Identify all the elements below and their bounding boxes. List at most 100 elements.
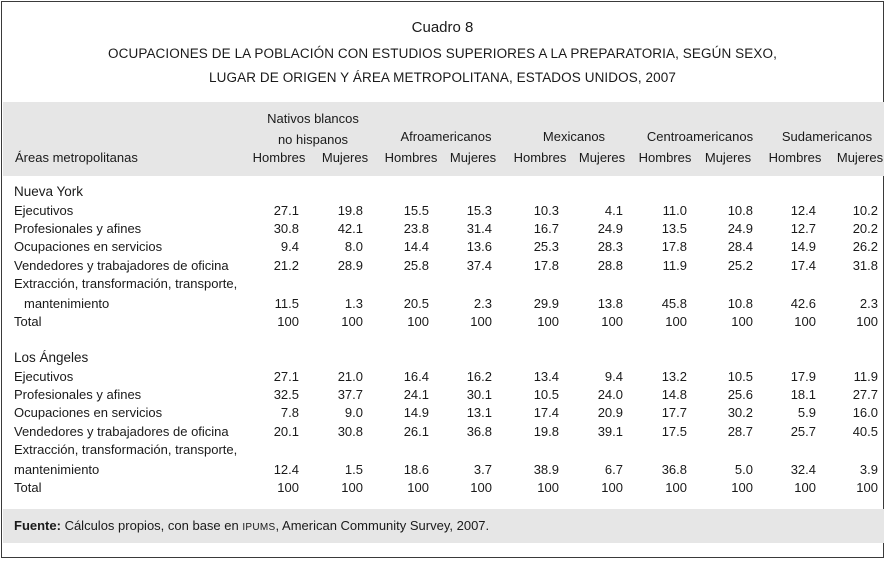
group-header-sudamericanos: Sudamericanos bbox=[781, 129, 873, 144]
table-cell: 10.8 bbox=[727, 296, 753, 311]
col-header: Hombres bbox=[513, 150, 567, 165]
row-label: Ejecutivos bbox=[14, 203, 74, 218]
table-row: Profesionales y afines 30.8 42.1 23.8 31.4 16… bbox=[2, 221, 883, 239]
table-cell: 16.0 bbox=[852, 405, 878, 420]
col-header: Mujeres bbox=[704, 150, 752, 165]
table-cell: 19.8 bbox=[337, 203, 363, 218]
col-header: Mujeres bbox=[321, 150, 369, 165]
table-cell: 100 bbox=[601, 480, 623, 495]
table-cell: 17.8 bbox=[661, 239, 687, 254]
table-cell: 12.4 bbox=[273, 462, 299, 477]
group-header-line: Nativos blancos bbox=[267, 111, 359, 126]
table-cell: 4.1 bbox=[604, 203, 623, 218]
table-row: mantenimiento 11.5 1.3 20.5 2.3 29.9 13.8 45.8 1… bbox=[2, 296, 883, 314]
table-cell: 32.4 bbox=[790, 462, 816, 477]
table-cell: 100 bbox=[856, 314, 878, 329]
table-cell: 3.9 bbox=[859, 462, 878, 477]
table-cell: 31.4 bbox=[466, 221, 492, 236]
table-cell: 13.8 bbox=[597, 296, 623, 311]
table-cell: 24.9 bbox=[727, 221, 753, 236]
table-cell: 9.0 bbox=[344, 405, 363, 420]
table-cell: 25.3 bbox=[533, 239, 559, 254]
row-label: mantenimiento bbox=[24, 296, 110, 311]
table-cell: 100 bbox=[341, 314, 363, 329]
row-label: mantenimiento bbox=[14, 462, 100, 477]
table-row: Total 100 100 100 100 100 100 100 100 100 100 bbox=[2, 314, 883, 332]
table-cell: 100 bbox=[794, 314, 816, 329]
table-row: Ocupaciones en servicios 9.4 8.0 14.4 13.6 25… bbox=[2, 239, 883, 257]
table-cell: 3.7 bbox=[473, 462, 492, 477]
source-note: Fuente: Cálculos propios, con base en IP… bbox=[14, 518, 489, 533]
table-cell: 13.6 bbox=[466, 239, 492, 254]
table-cell: 10.5 bbox=[533, 387, 559, 402]
table-cell: 39.1 bbox=[597, 424, 623, 439]
table-cell: 36.8 bbox=[466, 424, 492, 439]
row-label: Vendedores y trabajadores de oficina bbox=[14, 258, 229, 273]
table-cell: 26.1 bbox=[403, 424, 429, 439]
table-row: Total 100 100 100 100 100 100 100 100 100 100 bbox=[2, 480, 883, 498]
source-text: Cálculos propios, con base en bbox=[60, 518, 243, 533]
table-cell: 30.2 bbox=[727, 405, 753, 420]
table-cell: 42.6 bbox=[790, 296, 816, 311]
table-cell: 100 bbox=[794, 480, 816, 495]
table-cell: 10.3 bbox=[533, 203, 559, 218]
table-cell: 40.5 bbox=[852, 424, 878, 439]
table-cell: 8.0 bbox=[344, 239, 363, 254]
table-cell: 18.1 bbox=[790, 387, 816, 402]
table-cell: 20.9 bbox=[597, 405, 623, 420]
table-cell: 27.7 bbox=[852, 387, 878, 402]
table-cell: 100 bbox=[665, 314, 687, 329]
table-cell: 100 bbox=[407, 314, 429, 329]
table-cell: 100 bbox=[407, 480, 429, 495]
table-cell: 37.4 bbox=[466, 258, 492, 273]
table-cell: 11.9 bbox=[853, 369, 878, 384]
col-header: Hombres bbox=[768, 150, 822, 165]
table-cell: 7.8 bbox=[280, 405, 299, 420]
table-cell: 21.0 bbox=[337, 369, 363, 384]
source-abbr: IPUMS bbox=[242, 522, 276, 533]
table-cell: 38.9 bbox=[533, 462, 559, 477]
table-cell: 28.9 bbox=[337, 258, 363, 273]
table-cell: 9.4 bbox=[604, 369, 623, 384]
subtitle-line-1: OCUPACIONES DE LA POBLACIÓN CON ESTUDIOS… bbox=[108, 46, 777, 61]
table-cell: 29.9 bbox=[533, 296, 559, 311]
table-cell: 31.8 bbox=[852, 258, 878, 273]
row-label: Extracción, transformación, transporte, bbox=[14, 276, 238, 291]
table-cell: 13.4 bbox=[533, 369, 559, 384]
table-cell: 17.9 bbox=[790, 369, 816, 384]
table-cell: 45.8 bbox=[661, 296, 687, 311]
table-cell: 100 bbox=[601, 314, 623, 329]
table-cell: 14.9 bbox=[790, 239, 816, 254]
row-label: Total bbox=[14, 480, 42, 495]
table-cell: 37.7 bbox=[337, 387, 363, 402]
table-row: Ocupaciones en servicios 7.8 9.0 14.9 13.1 17… bbox=[2, 405, 883, 423]
source-label: Fuente: bbox=[14, 518, 61, 533]
table-cell: 24.0 bbox=[597, 387, 623, 402]
table-cell: 24.9 bbox=[597, 221, 623, 236]
table-row: mantenimiento 12.4 1.5 18.6 3.7 38.9 6.7 36.8 5.… bbox=[2, 462, 883, 480]
table-cell: 100 bbox=[470, 314, 492, 329]
table-cell: 100 bbox=[537, 480, 559, 495]
header-band: Nativos blancos no hispanos Afroamerican… bbox=[3, 102, 884, 176]
table-row: Vendedores y trabajadores de oficina 21.2… bbox=[2, 258, 883, 276]
table-cell: 17.8 bbox=[533, 258, 559, 273]
table-row-label-continuation: Extracción, transformación, transporte, bbox=[2, 442, 883, 460]
table-cell: 20.1 bbox=[273, 424, 299, 439]
group-header-line: no hispanos bbox=[277, 132, 349, 147]
row-label: Profesionales y afines bbox=[14, 221, 142, 236]
table-cell: 25.2 bbox=[727, 258, 753, 273]
col-header: Mujeres bbox=[449, 150, 497, 165]
table-cell: 14.8 bbox=[661, 387, 687, 402]
table-row: Vendedores y trabajadores de oficina 20.1… bbox=[2, 424, 883, 442]
table-cell: 11.9 bbox=[662, 258, 687, 273]
row-label: Profesionales y afines bbox=[14, 387, 142, 402]
table-row: Ejecutivos 27.1 21.0 16.4 16.2 13.4 9.4 13.2 10.… bbox=[2, 369, 883, 387]
table-cell: 10.2 bbox=[852, 203, 878, 218]
group-header-mexicanos: Mexicanos bbox=[542, 129, 606, 144]
subtitle-line-2: LUGAR DE ORIGEN Y ÁREA METROPOLITANA, ES… bbox=[209, 70, 676, 85]
table-cell: 28.3 bbox=[597, 239, 623, 254]
table-cell: 100 bbox=[731, 480, 753, 495]
row-label: Ocupaciones en servicios bbox=[14, 239, 163, 254]
table-row: Ejecutivos 27.1 19.8 15.5 15.3 10.3 4.1 11.0 10.… bbox=[2, 203, 883, 221]
table-cell: 27.1 bbox=[273, 203, 299, 218]
